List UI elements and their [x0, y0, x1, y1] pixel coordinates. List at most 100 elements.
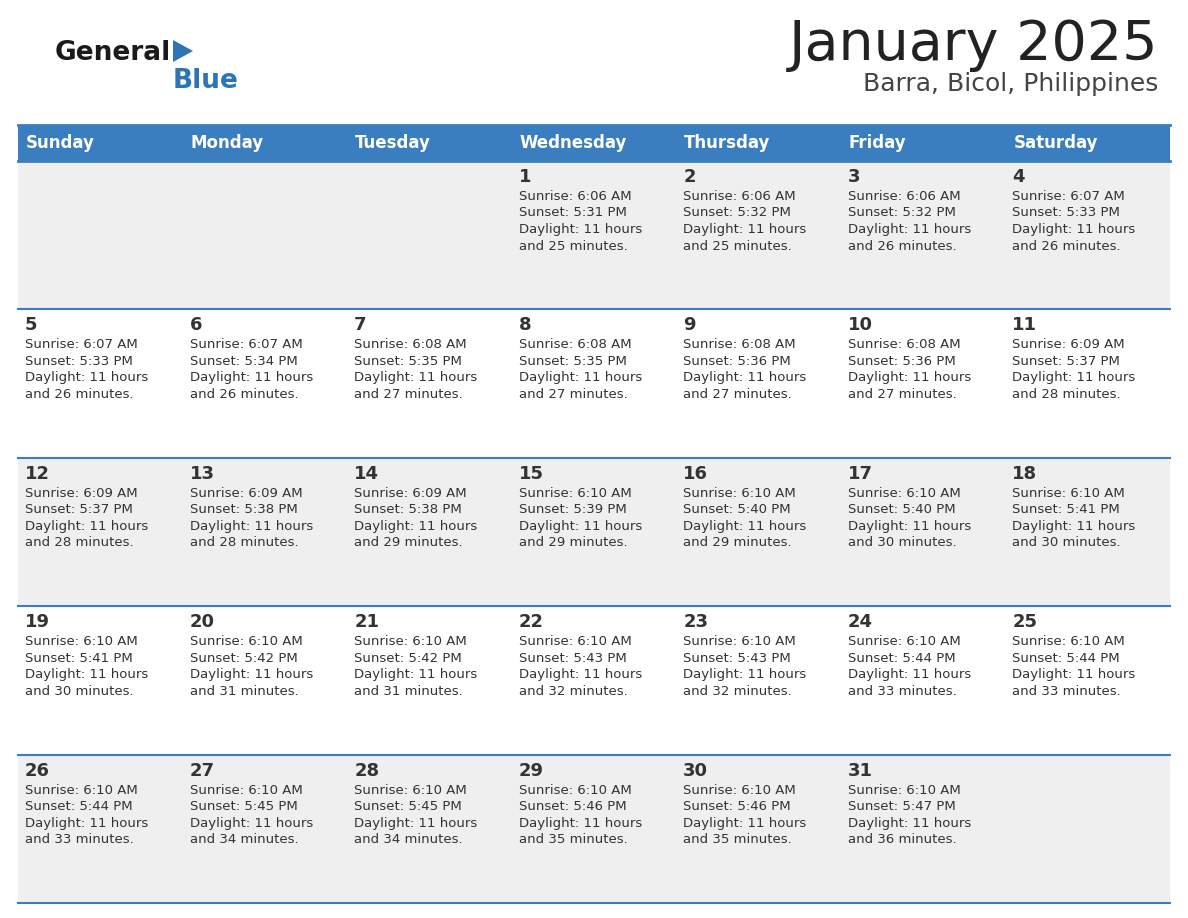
Text: Sunrise: 6:10 AM: Sunrise: 6:10 AM	[848, 635, 961, 648]
Bar	[18, 458, 183, 606]
Bar	[183, 755, 347, 903]
Text: and 30 minutes.: and 30 minutes.	[848, 536, 956, 549]
Polygon shape	[173, 40, 192, 62]
Text: Sunset: 5:34 PM: Sunset: 5:34 PM	[190, 355, 297, 368]
Text: 10: 10	[848, 317, 873, 334]
Bar	[183, 606, 347, 755]
Bar	[347, 755, 512, 903]
Text: Sunrise: 6:10 AM: Sunrise: 6:10 AM	[190, 784, 302, 797]
Bar	[18, 309, 183, 458]
Bar	[18, 755, 183, 903]
Text: Daylight: 11 hours: Daylight: 11 hours	[190, 817, 312, 830]
Bar	[676, 755, 841, 903]
Text: Daylight: 11 hours: Daylight: 11 hours	[683, 372, 807, 385]
Text: Daylight: 11 hours: Daylight: 11 hours	[683, 817, 807, 830]
Text: 17: 17	[848, 465, 873, 483]
Text: and 29 minutes.: and 29 minutes.	[354, 536, 463, 549]
Bar	[841, 606, 1005, 755]
Text: and 30 minutes.: and 30 minutes.	[1012, 536, 1121, 549]
Text: Barra, Bicol, Philippines: Barra, Bicol, Philippines	[862, 72, 1158, 96]
Text: Sunrise: 6:10 AM: Sunrise: 6:10 AM	[354, 635, 467, 648]
Text: Sunset: 5:47 PM: Sunset: 5:47 PM	[848, 800, 955, 813]
Bar	[18, 161, 183, 309]
Text: Sunset: 5:37 PM: Sunset: 5:37 PM	[25, 503, 133, 516]
Bar	[183, 458, 347, 606]
Text: 4: 4	[1012, 168, 1025, 186]
Text: Sunset: 5:44 PM: Sunset: 5:44 PM	[848, 652, 955, 665]
Text: 19: 19	[25, 613, 50, 632]
Bar	[1005, 755, 1170, 903]
Text: Sunrise: 6:09 AM: Sunrise: 6:09 AM	[25, 487, 138, 499]
Text: Wednesday: Wednesday	[519, 134, 627, 152]
Bar	[512, 606, 676, 755]
Text: Friday: Friday	[849, 134, 906, 152]
Text: Daylight: 11 hours: Daylight: 11 hours	[25, 668, 148, 681]
Text: Sunrise: 6:08 AM: Sunrise: 6:08 AM	[848, 339, 960, 352]
Text: Daylight: 11 hours: Daylight: 11 hours	[354, 372, 478, 385]
Text: Daylight: 11 hours: Daylight: 11 hours	[354, 668, 478, 681]
Text: and 26 minutes.: and 26 minutes.	[1012, 240, 1121, 252]
Text: 27: 27	[190, 762, 215, 779]
Text: 6: 6	[190, 317, 202, 334]
Text: 12: 12	[25, 465, 50, 483]
Text: Sunrise: 6:09 AM: Sunrise: 6:09 AM	[354, 487, 467, 499]
Text: Daylight: 11 hours: Daylight: 11 hours	[1012, 223, 1136, 236]
Text: 26: 26	[25, 762, 50, 779]
Text: Sunrise: 6:10 AM: Sunrise: 6:10 AM	[1012, 635, 1125, 648]
Bar	[347, 606, 512, 755]
Text: Sunset: 5:41 PM: Sunset: 5:41 PM	[1012, 503, 1120, 516]
Text: Sunrise: 6:06 AM: Sunrise: 6:06 AM	[848, 190, 960, 203]
Text: Sunset: 5:32 PM: Sunset: 5:32 PM	[683, 207, 791, 219]
Text: 30: 30	[683, 762, 708, 779]
Text: Sunrise: 6:10 AM: Sunrise: 6:10 AM	[683, 487, 796, 499]
Text: and 28 minutes.: and 28 minutes.	[1012, 388, 1121, 401]
Text: and 29 minutes.: and 29 minutes.	[683, 536, 792, 549]
Bar	[18, 606, 183, 755]
Text: Sunset: 5:37 PM: Sunset: 5:37 PM	[1012, 355, 1120, 368]
Text: Sunrise: 6:10 AM: Sunrise: 6:10 AM	[354, 784, 467, 797]
Bar	[1005, 309, 1170, 458]
Text: and 26 minutes.: and 26 minutes.	[190, 388, 298, 401]
Text: and 35 minutes.: and 35 minutes.	[519, 834, 627, 846]
Text: 11: 11	[1012, 317, 1037, 334]
Text: 22: 22	[519, 613, 544, 632]
Text: 24: 24	[848, 613, 873, 632]
Text: 7: 7	[354, 317, 367, 334]
Text: 3: 3	[848, 168, 860, 186]
Text: Sunrise: 6:08 AM: Sunrise: 6:08 AM	[519, 339, 631, 352]
Text: Daylight: 11 hours: Daylight: 11 hours	[354, 520, 478, 532]
Text: Saturday: Saturday	[1013, 134, 1098, 152]
Text: Sunset: 5:39 PM: Sunset: 5:39 PM	[519, 503, 626, 516]
Text: Sunset: 5:31 PM: Sunset: 5:31 PM	[519, 207, 626, 219]
Text: and 27 minutes.: and 27 minutes.	[519, 388, 627, 401]
Text: Sunset: 5:38 PM: Sunset: 5:38 PM	[190, 503, 297, 516]
Text: Daylight: 11 hours: Daylight: 11 hours	[1012, 520, 1136, 532]
Text: Daylight: 11 hours: Daylight: 11 hours	[25, 372, 148, 385]
Text: Daylight: 11 hours: Daylight: 11 hours	[519, 817, 642, 830]
Text: Sunset: 5:41 PM: Sunset: 5:41 PM	[25, 652, 133, 665]
Text: 2: 2	[683, 168, 696, 186]
Text: Tuesday: Tuesday	[355, 134, 431, 152]
Text: Sunrise: 6:10 AM: Sunrise: 6:10 AM	[519, 635, 632, 648]
Text: Sunrise: 6:09 AM: Sunrise: 6:09 AM	[190, 487, 302, 499]
Text: and 26 minutes.: and 26 minutes.	[848, 240, 956, 252]
Text: and 29 minutes.: and 29 minutes.	[519, 536, 627, 549]
Text: 8: 8	[519, 317, 531, 334]
Text: Sunrise: 6:08 AM: Sunrise: 6:08 AM	[683, 339, 796, 352]
Text: Sunset: 5:35 PM: Sunset: 5:35 PM	[519, 355, 626, 368]
Bar	[183, 309, 347, 458]
Text: Daylight: 11 hours: Daylight: 11 hours	[848, 372, 971, 385]
Bar	[347, 458, 512, 606]
Text: Daylight: 11 hours: Daylight: 11 hours	[519, 520, 642, 532]
Text: Sunrise: 6:08 AM: Sunrise: 6:08 AM	[354, 339, 467, 352]
Text: and 31 minutes.: and 31 minutes.	[354, 685, 463, 698]
Text: Daylight: 11 hours: Daylight: 11 hours	[1012, 372, 1136, 385]
Text: and 34 minutes.: and 34 minutes.	[354, 834, 463, 846]
Bar	[841, 309, 1005, 458]
Text: and 27 minutes.: and 27 minutes.	[683, 388, 792, 401]
Text: Sunset: 5:45 PM: Sunset: 5:45 PM	[190, 800, 297, 813]
Bar	[1005, 161, 1170, 309]
Text: Daylight: 11 hours: Daylight: 11 hours	[519, 372, 642, 385]
Bar	[512, 125, 676, 161]
Text: Sunrise: 6:06 AM: Sunrise: 6:06 AM	[683, 190, 796, 203]
